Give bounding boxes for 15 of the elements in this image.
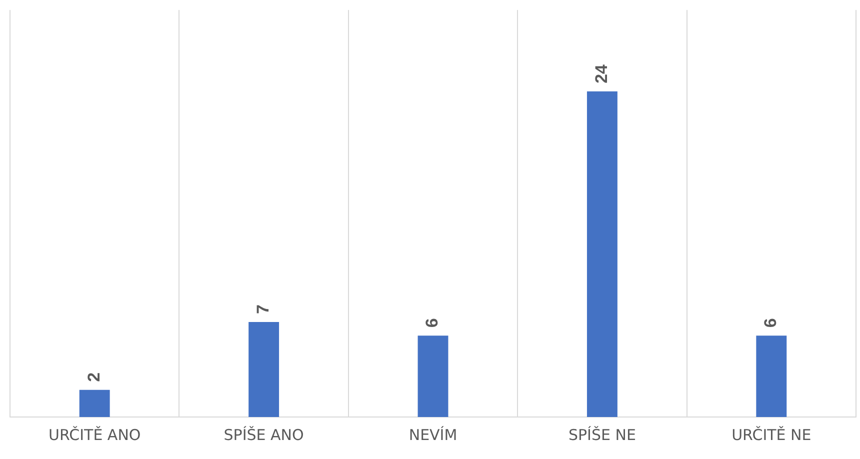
data-label: 7 xyxy=(253,304,272,314)
data-label: 6 xyxy=(422,318,442,328)
bar xyxy=(418,336,448,417)
data-label: 2 xyxy=(84,372,104,382)
bar xyxy=(756,336,787,417)
data-label: 6 xyxy=(761,318,780,328)
x-tick-label: SPÍŠE NE xyxy=(568,426,636,444)
x-tick-label: SPÍŠE ANO xyxy=(224,426,304,444)
bar xyxy=(586,91,618,417)
x-tick-label: URČITĚ NE xyxy=(732,426,812,444)
bar xyxy=(79,390,110,417)
x-tick-label: NEVÍM xyxy=(408,426,458,444)
bar xyxy=(248,322,280,417)
x-tick-label: URČITĚ ANO xyxy=(48,426,141,444)
data-label: 24 xyxy=(592,64,611,84)
